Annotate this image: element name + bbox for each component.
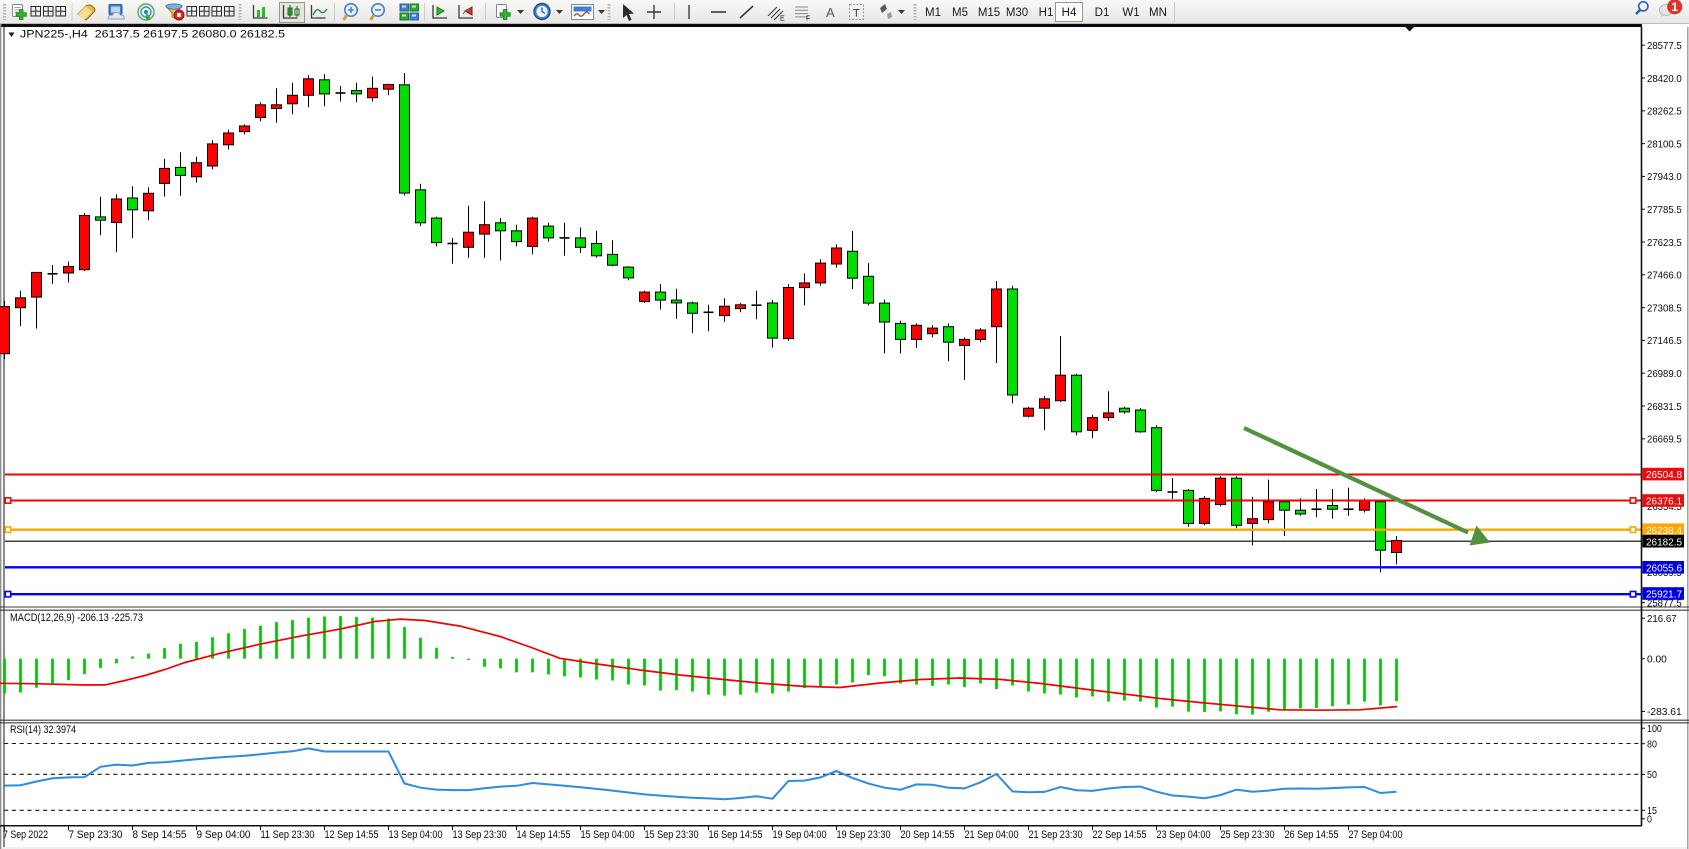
svg-text:-283.61: -283.61 xyxy=(1647,707,1682,718)
svg-text:27146.5: 27146.5 xyxy=(1647,336,1682,347)
svg-text:12 Sep 14:55: 12 Sep 14:55 xyxy=(325,829,379,841)
svg-text:H1: H1 xyxy=(1039,7,1054,19)
svg-text:11 Sep 23:30: 11 Sep 23:30 xyxy=(261,829,315,841)
svg-text:15 Sep 04:00: 15 Sep 04:00 xyxy=(581,829,635,841)
svg-text:26238.4: 26238.4 xyxy=(1646,526,1682,537)
svg-text:26989.0: 26989.0 xyxy=(1647,369,1682,380)
svg-text:15 Sep 23:30: 15 Sep 23:30 xyxy=(645,829,699,841)
svg-text:27785.5: 27785.5 xyxy=(1647,205,1682,216)
svg-text:7 Sep 2022: 7 Sep 2022 xyxy=(3,829,48,841)
svg-text:28100.5: 28100.5 xyxy=(1647,139,1682,150)
svg-text:26831.5: 26831.5 xyxy=(1647,402,1682,413)
svg-text:0: 0 xyxy=(1647,815,1652,826)
svg-text:19 Sep 04:00: 19 Sep 04:00 xyxy=(773,829,827,841)
svg-text:25 Sep 23:30: 25 Sep 23:30 xyxy=(1221,829,1275,841)
svg-text:27308.5: 27308.5 xyxy=(1647,303,1682,314)
svg-text:13 Sep 23:30: 13 Sep 23:30 xyxy=(453,829,507,841)
svg-text:M5: M5 xyxy=(952,7,968,19)
svg-text:F: F xyxy=(806,16,810,23)
svg-text:8 Sep 14:55: 8 Sep 14:55 xyxy=(133,829,187,841)
svg-text:16 Sep 14:55: 16 Sep 14:55 xyxy=(709,829,763,841)
svg-text:15: 15 xyxy=(1647,806,1657,817)
svg-text:28420.0: 28420.0 xyxy=(1647,74,1682,85)
svg-text:28262.5: 28262.5 xyxy=(1647,107,1682,118)
svg-text:0.00: 0.00 xyxy=(1647,655,1667,666)
svg-text:26055.6: 26055.6 xyxy=(1646,563,1682,574)
svg-text:20 Sep 14:55: 20 Sep 14:55 xyxy=(901,829,955,841)
svg-text:14 Sep 14:55: 14 Sep 14:55 xyxy=(517,829,571,841)
svg-text:W1: W1 xyxy=(1122,7,1139,19)
svg-text:H4: H4 xyxy=(1062,7,1077,19)
svg-text:22 Sep 14:55: 22 Sep 14:55 xyxy=(1093,829,1147,841)
svg-text:RSI(14) 32.3974: RSI(14) 32.3974 xyxy=(10,724,76,736)
svg-text:50: 50 xyxy=(1647,770,1657,781)
svg-text:23 Sep 04:00: 23 Sep 04:00 xyxy=(1157,829,1211,841)
svg-text:27943.0: 27943.0 xyxy=(1647,172,1682,183)
svg-text:1: 1 xyxy=(1671,0,1678,14)
svg-text:27623.5: 27623.5 xyxy=(1647,238,1682,249)
svg-text:JPN225-,H4 26137.5 26197.5 26: JPN225-,H4 26137.5 26197.5 26080.0 26182… xyxy=(20,29,285,41)
svg-text:MN: MN xyxy=(1149,7,1167,19)
svg-text:19 Sep 23:30: 19 Sep 23:30 xyxy=(837,829,891,841)
svg-text:26182.5: 26182.5 xyxy=(1646,537,1682,548)
svg-text:MACD(12,26,9) -206.13 -225.73: MACD(12,26,9) -206.13 -225.73 xyxy=(10,612,143,624)
svg-text:216.67: 216.67 xyxy=(1647,614,1677,625)
svg-text:9 Sep 04:00: 9 Sep 04:00 xyxy=(197,829,251,841)
svg-text:27466.0: 27466.0 xyxy=(1647,271,1682,282)
svg-text:7 Sep 23:30: 7 Sep 23:30 xyxy=(69,829,123,841)
svg-text:21 Sep 23:30: 21 Sep 23:30 xyxy=(1029,829,1083,841)
svg-text:26504.8: 26504.8 xyxy=(1646,470,1682,481)
svg-text:27 Sep 04:00: 27 Sep 04:00 xyxy=(1349,829,1403,841)
svg-text:26354.5: 26354.5 xyxy=(1647,502,1682,513)
svg-text:13 Sep 04:00: 13 Sep 04:00 xyxy=(389,829,443,841)
svg-text:80: 80 xyxy=(1647,740,1657,751)
svg-text:M30: M30 xyxy=(1006,7,1028,19)
svg-text:D1: D1 xyxy=(1095,7,1110,19)
svg-text:T: T xyxy=(853,8,860,20)
svg-text:28577.5: 28577.5 xyxy=(1647,41,1682,52)
svg-text:26669.5: 26669.5 xyxy=(1647,435,1682,446)
svg-text:26 Sep 14:55: 26 Sep 14:55 xyxy=(1285,829,1339,841)
svg-text:E: E xyxy=(780,16,785,23)
svg-text:25877.5: 25877.5 xyxy=(1647,598,1682,609)
svg-text:26376.1: 26376.1 xyxy=(1646,497,1682,508)
svg-text:21 Sep 04:00: 21 Sep 04:00 xyxy=(965,829,1019,841)
svg-text:100: 100 xyxy=(1647,724,1662,735)
svg-text:M1: M1 xyxy=(925,7,941,19)
svg-text:25921.7: 25921.7 xyxy=(1646,590,1682,601)
svg-text:M15: M15 xyxy=(978,7,1000,19)
svg-text:A: A xyxy=(826,5,835,20)
